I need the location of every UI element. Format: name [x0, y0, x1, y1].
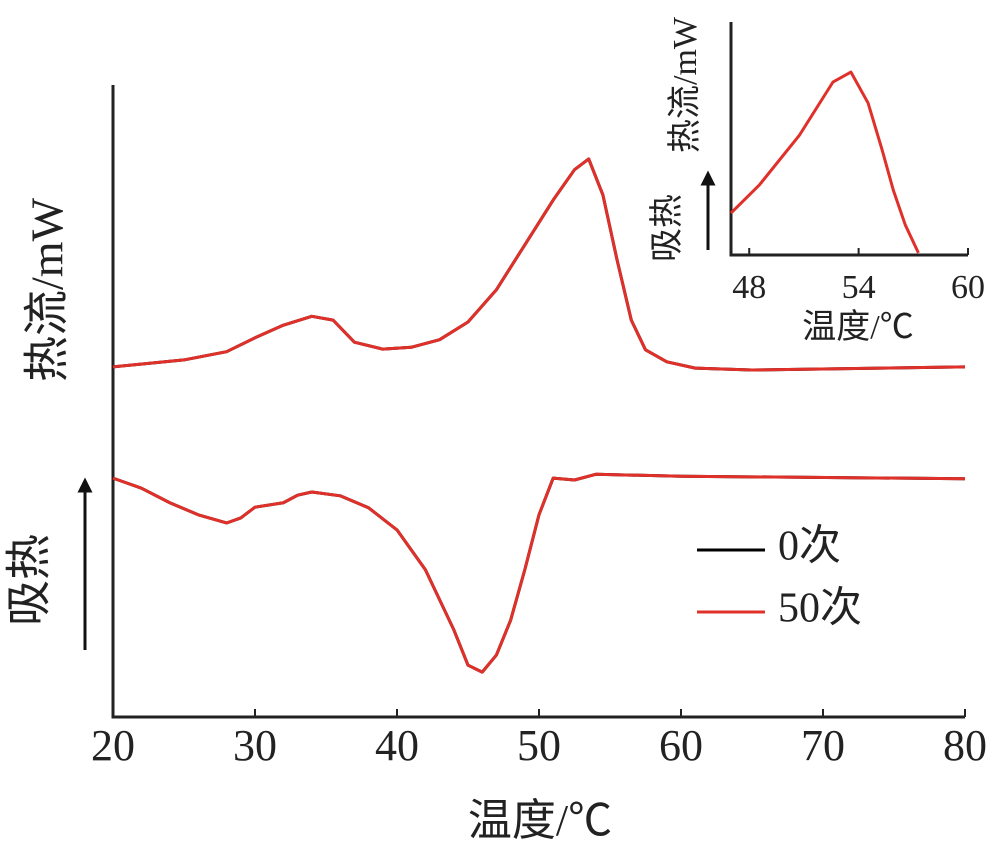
series-line [112, 472, 966, 674]
x-tick-label: 40 [375, 721, 419, 770]
series-line [729, 70, 920, 254]
x-tick-label: 54 [842, 269, 876, 306]
series-line [112, 157, 966, 372]
axes [729, 22, 968, 257]
inset-x-label: 温度/℃ [802, 308, 913, 346]
x-tick-label: 50 [517, 721, 561, 770]
x-tick-label: 20 [91, 721, 135, 770]
inset-annotation: 吸热 [648, 194, 686, 262]
legend-label: 0次 [778, 524, 841, 570]
inset-y-label: 热流/mW [666, 16, 704, 153]
x-tick-label: 48 [732, 269, 766, 306]
y-label: 热流/mW [22, 197, 73, 382]
x-tick-label: 30 [233, 721, 277, 770]
series-line [112, 472, 966, 674]
x-tick-label: 80 [943, 721, 987, 770]
x-tick-label: 60 [659, 721, 703, 770]
annotation: 吸热 [4, 534, 55, 626]
legend-label: 50次 [778, 586, 862, 632]
x-label: 温度/℃ [468, 796, 612, 845]
x-tick-label: 70 [801, 721, 845, 770]
x-tick-label: 60 [951, 269, 985, 306]
